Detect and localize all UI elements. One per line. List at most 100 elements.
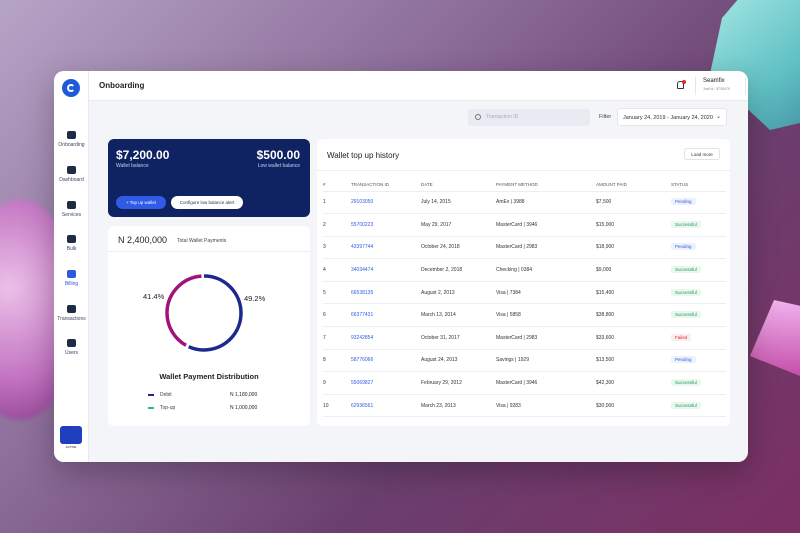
status-badge: Successful	[671, 311, 701, 319]
bell-icon[interactable]	[677, 81, 684, 89]
page-title: Onboarding	[99, 81, 145, 90]
table-row[interactable]: 9 55069827 February 29, 2012 MasterCard | 3…	[323, 371, 726, 395]
app-logo-icon[interactable]	[62, 79, 80, 97]
sidebar-item-services[interactable]: Services	[54, 201, 89, 218]
table-row[interactable]: 2 55700223 May 29, 2017 MasterCard | 3946 $1…	[323, 213, 726, 237]
status-badge: Successful	[671, 266, 701, 274]
row-payment-method: Savings | 1929	[496, 349, 596, 373]
transaction-id-link[interactable]: 55069827	[351, 371, 421, 395]
configure-alert-button[interactable]: Configure low balance alert	[171, 196, 243, 209]
row-number: 8	[323, 349, 351, 373]
status-badge: Successful	[671, 220, 701, 228]
row-amount: $42,300	[596, 371, 671, 395]
row-date: October 24, 2018	[421, 236, 496, 260]
table-row[interactable]: 6 66377431 March 13, 2014 Visa | 5858 $38,80…	[323, 303, 726, 328]
col-number: #	[323, 179, 351, 192]
status-cell: Failed	[671, 326, 726, 350]
donut-right-percent: 49.2%	[244, 294, 266, 303]
distribution-title: Wallet Payment Distribution	[159, 372, 259, 381]
legend-topup: Top-up	[148, 405, 175, 411]
wallet-balance-amount: $7,200.00	[116, 148, 170, 162]
low-balance-amount: $500.00	[256, 148, 300, 162]
legend-debit-value: N 1,180,000	[230, 392, 258, 398]
table-row[interactable]: 3 43397744 October 24, 2018 MasterCard | 29…	[323, 236, 726, 260]
sidebar-item-billing[interactable]: Billing	[54, 270, 89, 287]
divider	[317, 170, 730, 171]
table-row[interactable]: 10 62936561 March 23, 2013 Visa | 9283 $30,0…	[323, 394, 726, 418]
total-payments-label: Total Wallet Payments	[177, 238, 227, 244]
table-row[interactable]: 5 66538135 August 2, 2013 Visa | 7384 $15,40…	[323, 281, 726, 305]
background-blob-magenta	[750, 300, 800, 380]
search-icon	[475, 114, 481, 120]
row-amount: $15,400	[596, 281, 671, 305]
legend-swatch-topup	[148, 406, 154, 409]
col-amount: AMOUNT PAID	[596, 179, 671, 192]
transaction-id-link[interactable]: 66538135	[351, 281, 421, 305]
row-date: August 24, 2013	[421, 349, 496, 373]
top-up-wallet-button[interactable]: + Top up wallet	[116, 196, 166, 209]
top-up-history-card: Wallet top up history Load more # TRANSA…	[317, 139, 730, 426]
col-status: STATUS	[671, 179, 726, 192]
legend-topup-value: N 1,000,000	[230, 405, 258, 411]
row-payment-method: AmEx | 3988	[496, 191, 596, 215]
row-amount: $33,600	[596, 326, 671, 350]
transaction-id-link[interactable]: 43397744	[351, 236, 421, 260]
status-cell: Successful	[671, 394, 726, 418]
transaction-id-link[interactable]: 66377431	[351, 303, 421, 328]
status-cell: Pending	[671, 191, 726, 215]
transaction-id-link[interactable]: 62936561	[351, 394, 421, 418]
row-payment-method: MasterCard | 2983	[496, 326, 596, 350]
user-name: Seamfix	[703, 78, 725, 84]
transaction-id-link[interactable]: 93242854	[351, 326, 421, 350]
date-range-select[interactable]: January 24, 2019 - January 24, 2020 ⌄	[617, 108, 727, 126]
status-cell: Pending	[671, 236, 726, 260]
sidebar-item-dashboard[interactable]: Dashboard	[54, 166, 89, 183]
row-amount: $15,000	[596, 213, 671, 237]
row-number: 5	[323, 281, 351, 305]
divider	[745, 77, 746, 95]
sidebar-item-transactions[interactable]: Transactions	[54, 305, 89, 322]
security-badge-icon	[60, 426, 82, 444]
row-date: December 2, 2018	[421, 258, 496, 282]
sidebar-item-bulk[interactable]: Bulk	[54, 235, 89, 252]
row-number: 4	[323, 258, 351, 282]
sidebar-item-users[interactable]: Users	[54, 339, 89, 356]
row-amount: $7,500	[596, 191, 671, 215]
load-more-button[interactable]: Load more	[684, 148, 720, 160]
row-number: 10	[323, 394, 351, 418]
status-badge: Pending	[671, 243, 696, 251]
table-row[interactable]: 8 58776066 August 24, 2013 Savings | 1929 $1…	[323, 349, 726, 373]
row-date: February 29, 2012	[421, 371, 496, 395]
row-date: July 14, 2015	[421, 191, 496, 215]
row-payment-method: Checking | 0384	[496, 258, 596, 282]
table-row[interactable]: 4 34034474 December 2, 2018 Checking | 0384…	[323, 258, 726, 282]
transaction-id-link[interactable]: 29103050	[351, 191, 421, 215]
notification-dot	[682, 80, 686, 84]
table-row[interactable]: 1 29103050 July 14, 2015 AmEx | 3988 $7,500 P…	[323, 191, 726, 215]
top-bar: Onboarding Seamfix Joel Id : 8735470 ⌄	[89, 71, 748, 101]
status-cell: Successful	[671, 371, 726, 395]
row-payment-method: MasterCard | 2983	[496, 236, 596, 260]
transaction-id-link[interactable]: 55700223	[351, 213, 421, 237]
sidebar-item-onboarding[interactable]: Onboarding	[54, 131, 89, 148]
payment-donut-chart	[165, 274, 243, 352]
row-date: March 13, 2014	[421, 303, 496, 328]
donut-left-percent: 41.4%	[143, 292, 165, 301]
transaction-id-link[interactable]: 58776066	[351, 349, 421, 373]
table-row[interactable]: 7 93242854 October 31, 2017 MasterCard | 29…	[323, 326, 726, 350]
search-input[interactable]: Transaction ID	[486, 114, 519, 120]
transaction-id-link[interactable]: 34034474	[351, 258, 421, 282]
row-amount: $38,800	[596, 303, 671, 328]
row-payment-method: MasterCard | 3946	[496, 371, 596, 395]
divider	[695, 77, 696, 95]
status-badge: Successful	[671, 288, 701, 296]
low-balance-label: Low wallet balance	[257, 163, 300, 169]
chevron-down-icon: ⌄	[715, 114, 721, 120]
search-box[interactable]: Transaction ID	[468, 109, 590, 126]
row-date: August 2, 2013	[421, 281, 496, 305]
date-range-value: January 24, 2019 - January 24, 2020	[623, 115, 713, 121]
row-number: 6	[323, 303, 351, 328]
wallet-balance-label: Wallet balance	[116, 163, 149, 169]
legend-debit: Debit	[148, 392, 172, 398]
server-icon	[67, 201, 76, 209]
